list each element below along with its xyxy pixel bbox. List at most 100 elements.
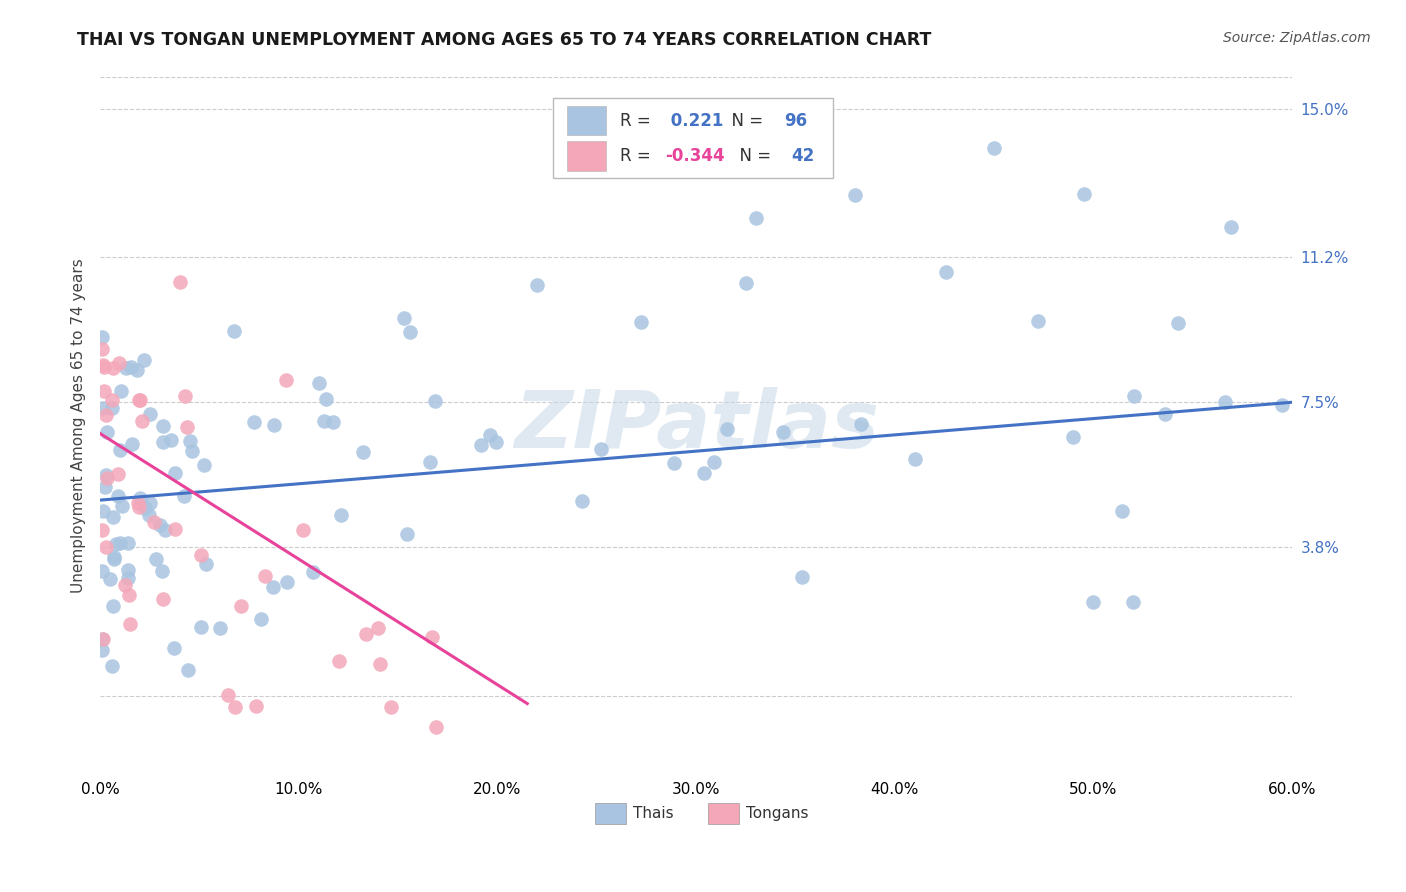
Point [101, 401, 124, 416]
Point [328, 654, 350, 668]
Point [91, 632, 114, 646]
Point [100, 393, 122, 408]
Point [118, 588, 141, 602]
Point [96, 471, 118, 485]
Text: Source: ZipAtlas.com: Source: ZipAtlas.com [1223, 31, 1371, 45]
Point [131, 415, 153, 429]
Point [107, 467, 129, 482]
Point [322, 415, 344, 429]
Point [91, 342, 114, 356]
Point [101, 599, 124, 613]
Point [103, 550, 125, 565]
Point [111, 499, 134, 513]
Point [91, 504, 114, 518]
Point [792, 570, 814, 584]
Point [193, 458, 215, 472]
Point [983, 141, 1005, 155]
Point [91, 358, 114, 372]
Point [96, 425, 118, 440]
Point [117, 535, 139, 549]
Point [478, 428, 501, 442]
Point [703, 455, 725, 469]
Point [630, 315, 652, 329]
Point [91, 523, 114, 537]
Point [142, 515, 165, 529]
Point [91, 643, 114, 657]
Point [94, 480, 117, 494]
Point [134, 500, 156, 515]
Point [163, 466, 186, 480]
Point [103, 551, 125, 566]
Bar [568, 142, 606, 170]
Point [485, 434, 508, 449]
Point [222, 324, 245, 338]
Point [93, 359, 115, 374]
Point [1167, 316, 1189, 330]
Point [165, 522, 187, 536]
Point [1062, 430, 1084, 444]
Point [96, 541, 118, 555]
Point [150, 564, 173, 578]
Point [152, 419, 174, 434]
Point [94, 467, 117, 482]
Point [262, 581, 284, 595]
Point [149, 518, 172, 533]
Point [302, 565, 325, 579]
Bar [709, 804, 740, 824]
Point [127, 495, 149, 509]
Point [108, 356, 131, 370]
Point [425, 394, 447, 409]
Point [139, 407, 162, 421]
Point [176, 420, 198, 434]
Point [173, 389, 195, 403]
Point [105, 537, 128, 551]
Point [93, 384, 115, 399]
Point [128, 500, 150, 515]
Point [844, 187, 866, 202]
Point [128, 393, 150, 408]
Point [139, 496, 162, 510]
Point [224, 700, 246, 714]
Point [1213, 394, 1236, 409]
Point [160, 433, 183, 447]
Point [110, 384, 132, 398]
Point [396, 527, 419, 541]
Point [114, 361, 136, 376]
Text: R =: R = [620, 112, 655, 129]
Point [904, 451, 927, 466]
Point [693, 467, 716, 481]
Point [100, 658, 122, 673]
Bar [595, 804, 626, 824]
Point [190, 620, 212, 634]
Point [107, 489, 129, 503]
Point [935, 264, 957, 278]
Point [195, 558, 218, 572]
Point [114, 578, 136, 592]
Point [173, 489, 195, 503]
Point [98, 572, 121, 586]
Point [120, 359, 142, 374]
Point [420, 630, 443, 644]
Point [1111, 504, 1133, 518]
Point [1271, 398, 1294, 412]
Point [1122, 595, 1144, 609]
Point [179, 434, 201, 448]
Point [96, 409, 118, 423]
Point [253, 568, 276, 582]
Point [353, 445, 375, 459]
Text: 0.221: 0.221 [665, 112, 724, 129]
Point [108, 536, 131, 550]
Point [117, 572, 139, 586]
Point [308, 376, 330, 390]
Point [101, 510, 124, 524]
Point [110, 443, 132, 458]
Point [263, 418, 285, 433]
Point [571, 493, 593, 508]
Point [1026, 314, 1049, 328]
Text: 96: 96 [785, 112, 807, 129]
Point [152, 592, 174, 607]
Point [315, 392, 337, 406]
Point [1154, 407, 1177, 421]
Text: THAI VS TONGAN UNEMPLOYMENT AMONG AGES 65 TO 74 YEARS CORRELATION CHART: THAI VS TONGAN UNEMPLOYMENT AMONG AGES 6… [77, 31, 932, 49]
Point [591, 442, 613, 457]
